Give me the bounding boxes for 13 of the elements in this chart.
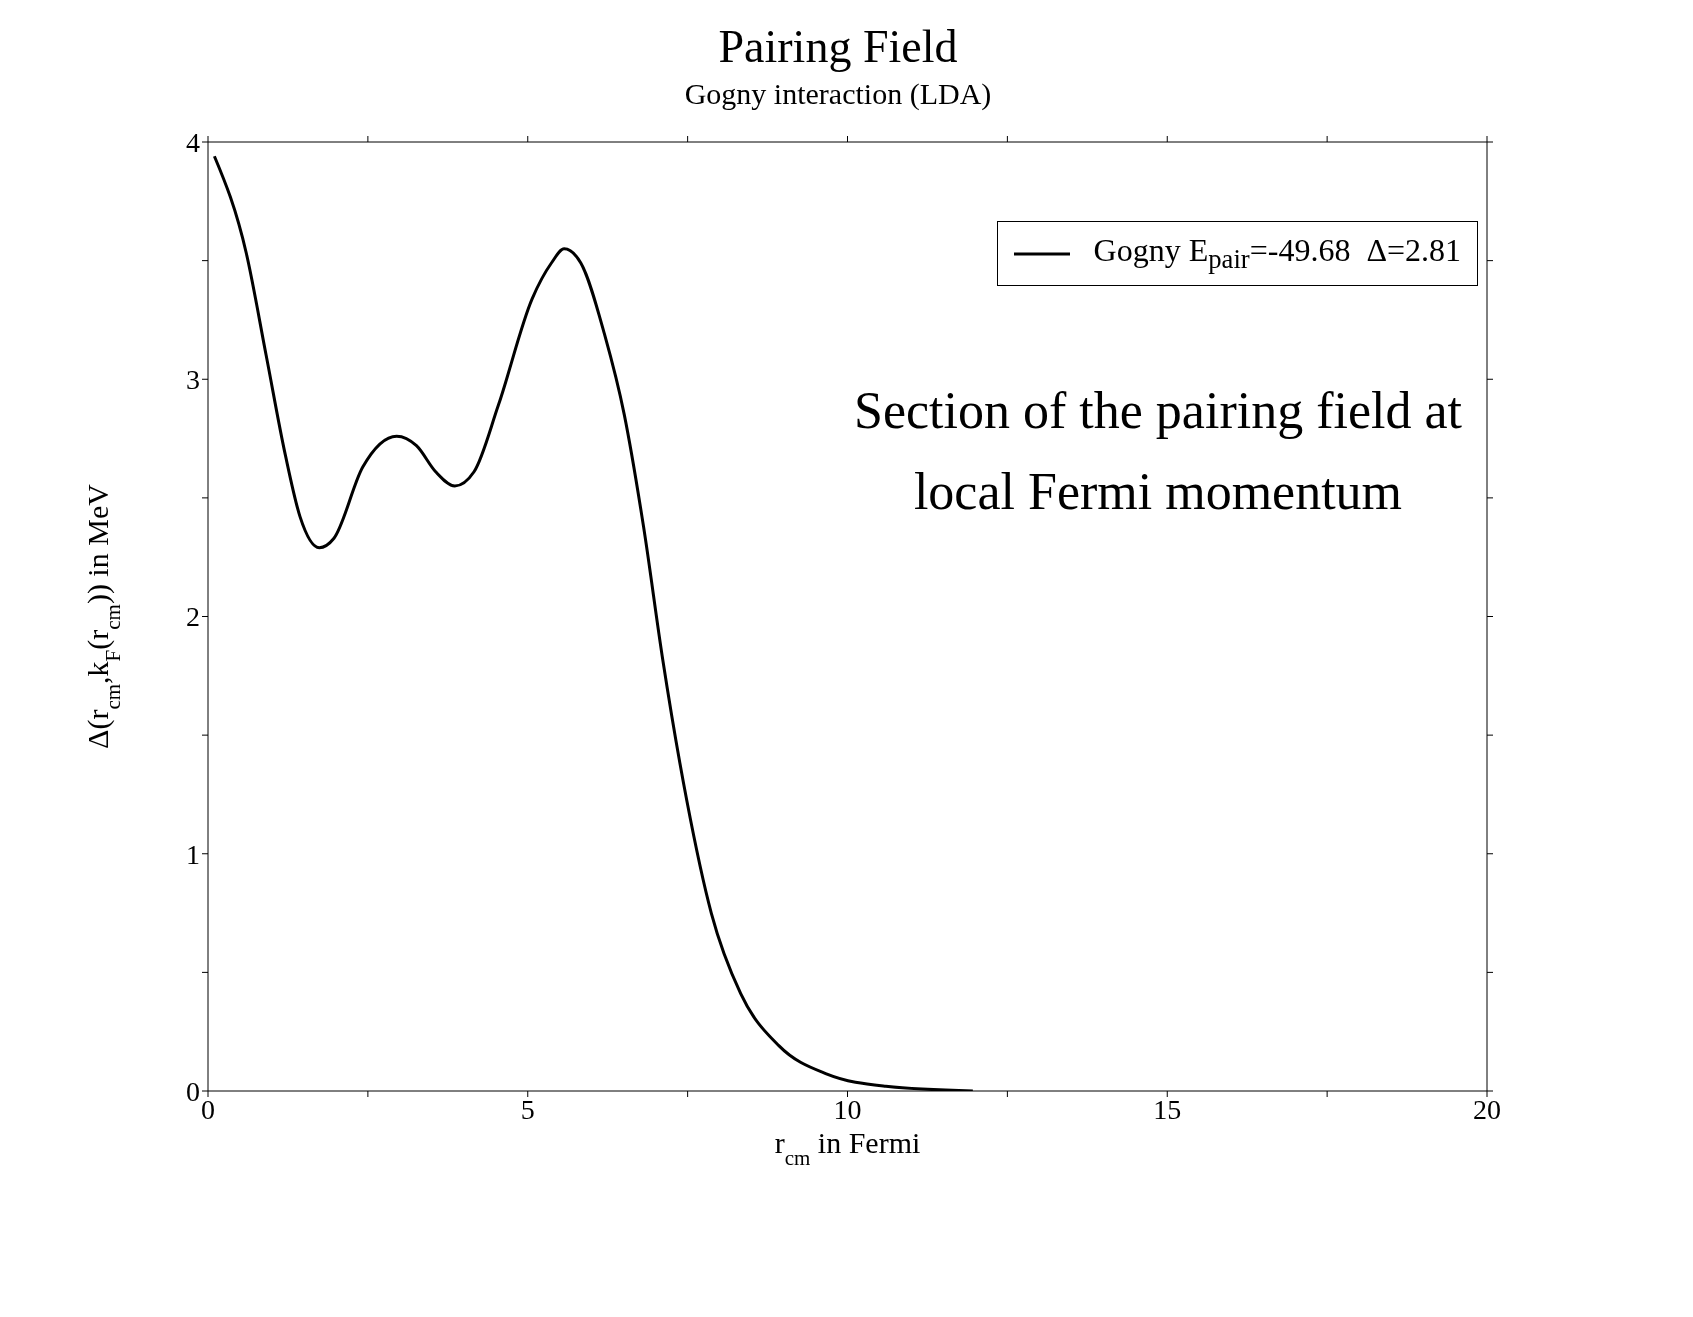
chart-title: Pairing Field: [717, 20, 959, 73]
x-tick-label: 5: [520, 1093, 535, 1125]
legend-label: Gogny E$_{pair}$=-49.68 Δ=2.81: [1093, 232, 1461, 276]
y-tick-label: 2: [186, 601, 200, 633]
chart-subtitle: Gogny interaction (LDA): [683, 77, 993, 111]
annotation: Section of the pairing field at local Fermi momentum: [853, 381, 1463, 522]
x-tick-label: 20: [1473, 1093, 1501, 1125]
x-tick-label: 15: [1153, 1093, 1182, 1125]
x-tick-label: 10: [833, 1093, 862, 1125]
y-tick-label: 4: [186, 126, 200, 158]
y-tick-label: 3: [186, 364, 200, 396]
x-axis-title: r$_{cm}$ in Fermi: [774, 1126, 921, 1170]
y-tick-label: 1: [186, 838, 200, 870]
